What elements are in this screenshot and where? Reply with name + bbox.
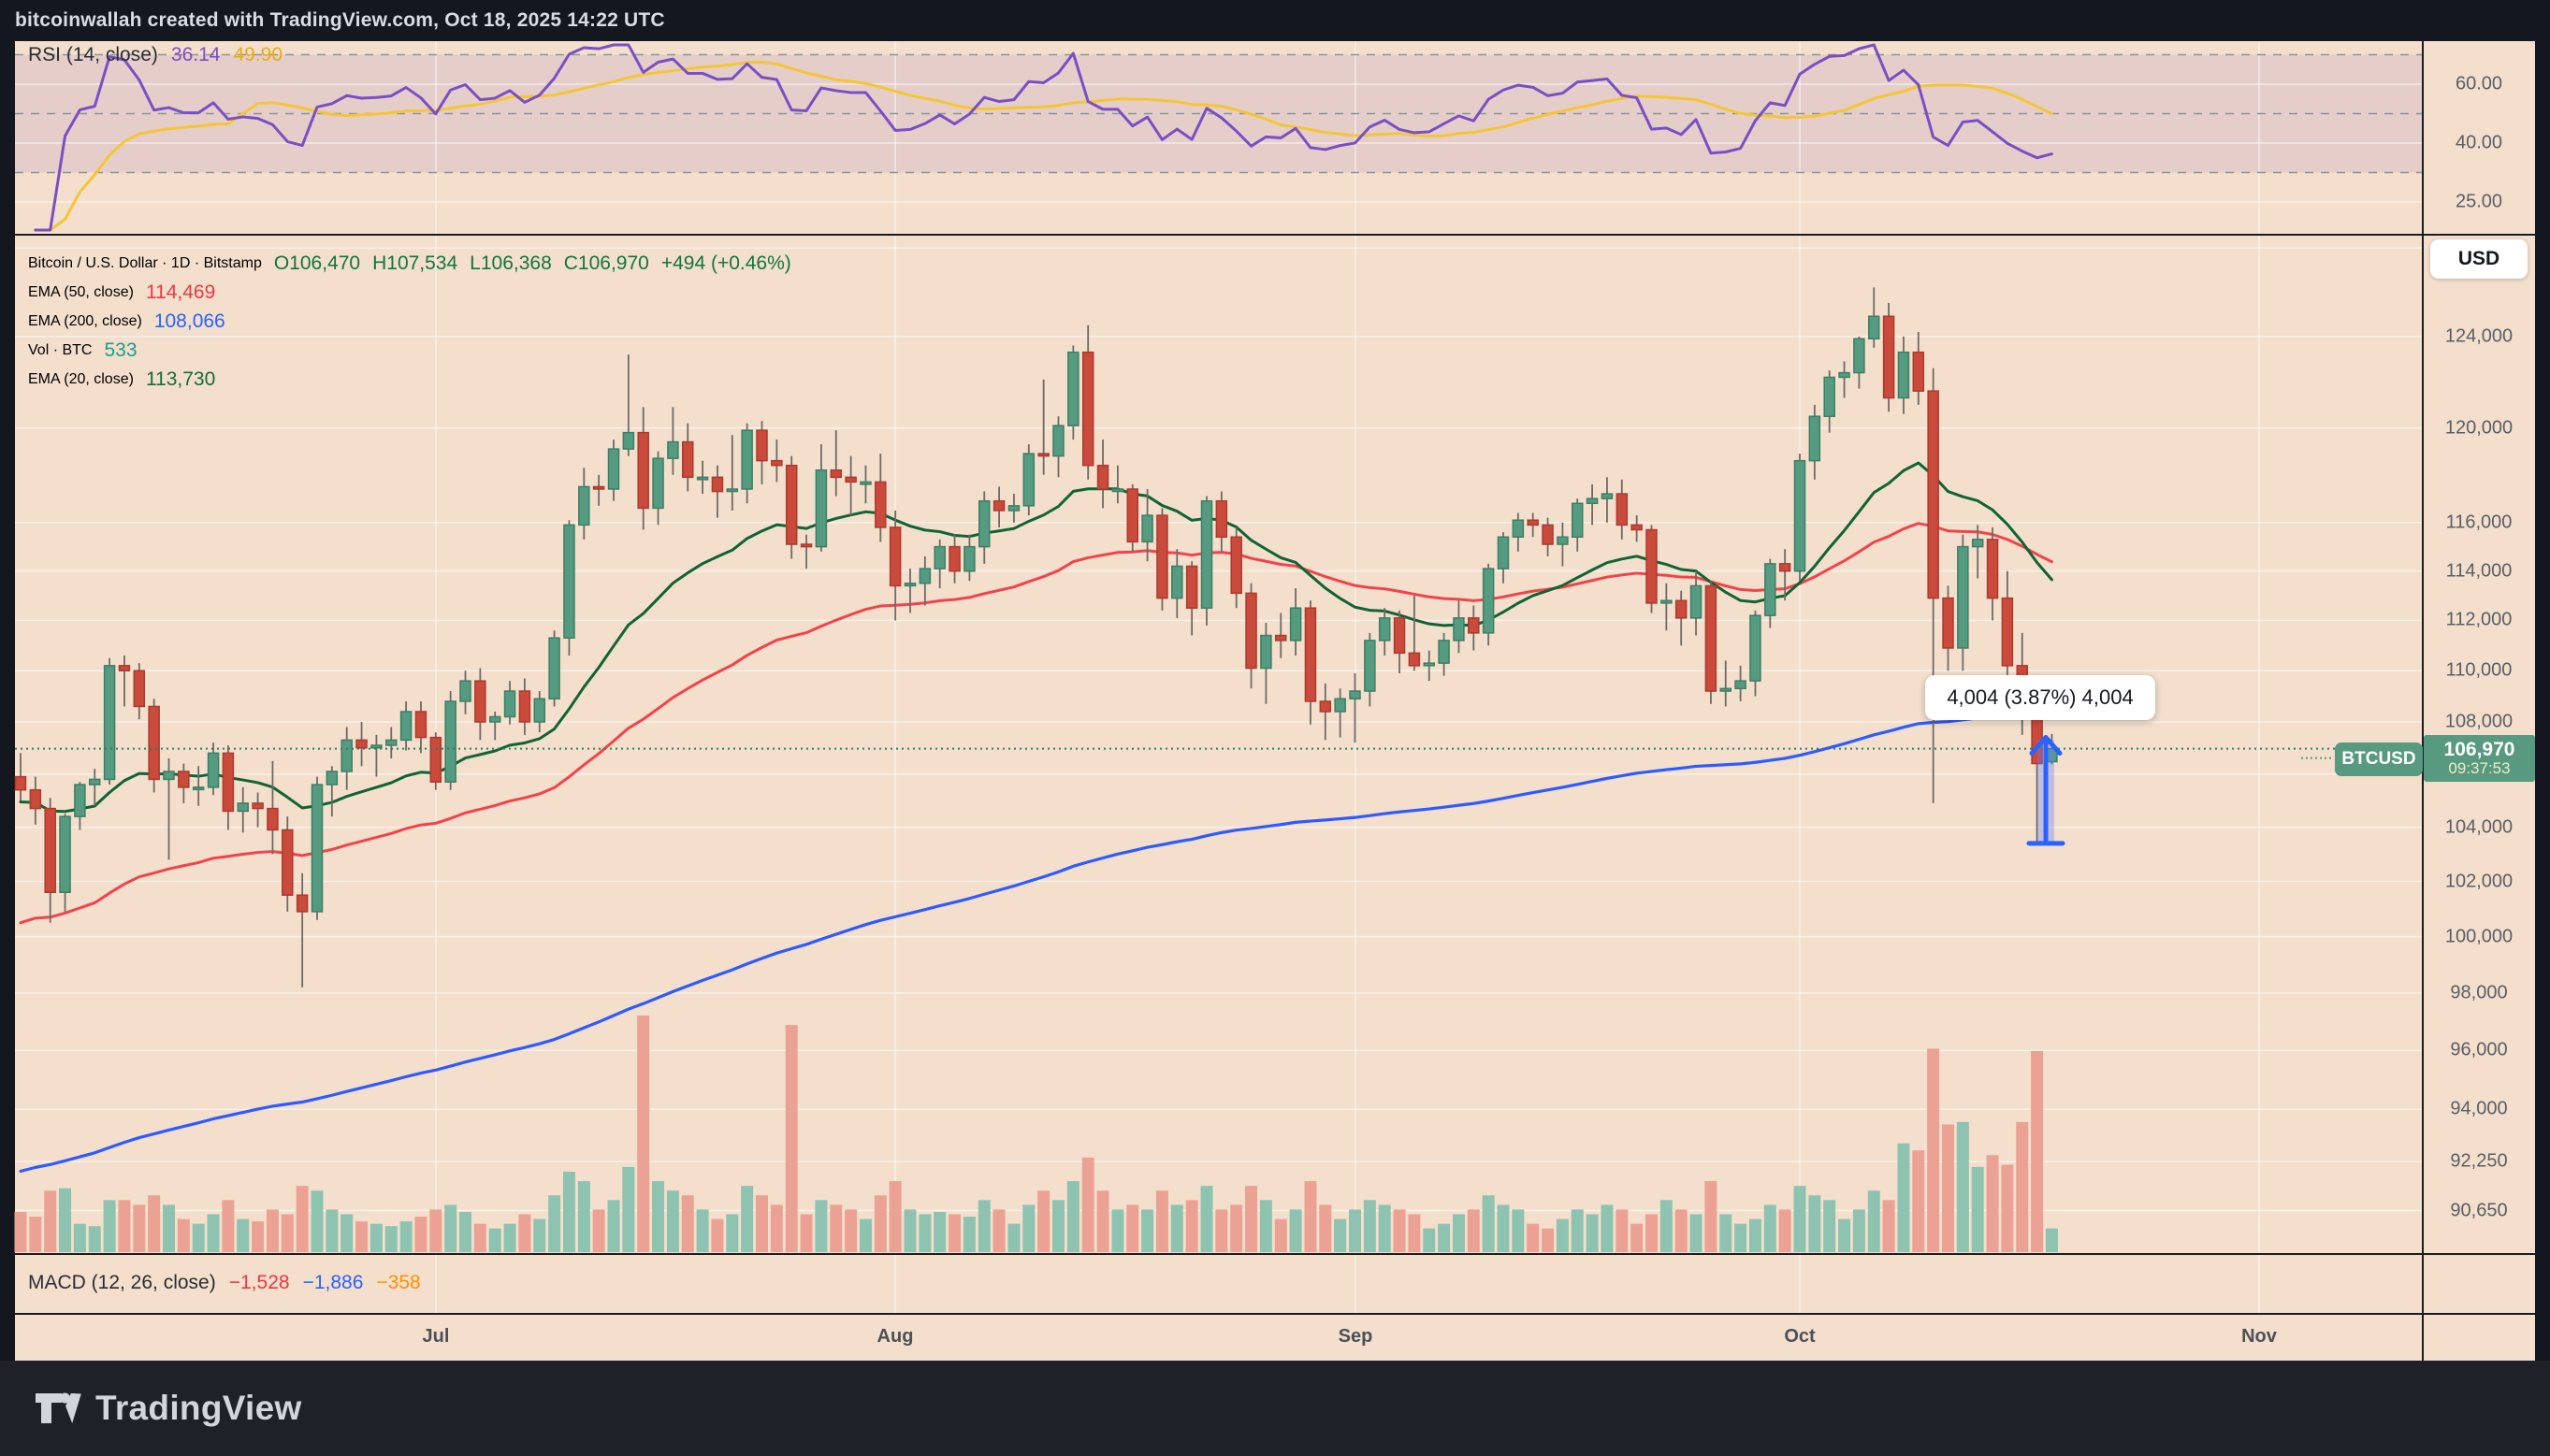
rsi-axis-label: 40.00	[2455, 132, 2503, 153]
ohlc-change: +494 (+0.46%)	[660, 252, 791, 274]
macd-label: MACD (12, 26, close)	[28, 1272, 216, 1293]
time-axis-label-nov: Nov	[2241, 1326, 2277, 1347]
time-axis-label-jul: Jul	[422, 1326, 450, 1347]
ohlc-close: C106,970	[563, 252, 649, 274]
currency-toggle-button[interactable]: USD	[2430, 239, 2528, 279]
rsi-axis-label: 60.00	[2455, 73, 2503, 94]
footer-brand-text: TradingView	[95, 1389, 302, 1427]
ema50-value: 114,469	[145, 281, 216, 303]
rsi-value: 36.14	[170, 44, 221, 65]
price-axis-label: 112,000	[2445, 609, 2513, 630]
price-axis-label: 90,650	[2450, 1200, 2508, 1220]
price-axis-label: 114,000	[2445, 560, 2513, 582]
price-axis-label: 102,000	[2444, 871, 2514, 892]
symbol-row[interactable]: Bitcoin / U.S. Dollar · 1D · Bitstamp O1…	[28, 252, 791, 275]
rsi-legend[interactable]: RSI (14, close) 36.14 49.90	[28, 43, 283, 67]
symbol-badge[interactable]: BTCUSD	[2335, 742, 2423, 776]
volume-value: 533	[104, 339, 138, 361]
bar-countdown: 09:37:53	[2448, 759, 2511, 778]
time-axis-label-oct: Oct	[1784, 1326, 1816, 1347]
ema20-label: EMA (20, close)	[28, 371, 134, 387]
ohlc-high: H107,534	[372, 252, 458, 274]
attribution-text: bitcoinwallah created with TradingView.c…	[15, 9, 665, 31]
macd-legend[interactable]: MACD (12, 26, close) −1,528 −1,886 −358	[28, 1271, 421, 1295]
ema200-value: 108,066	[153, 310, 225, 332]
price-axis-label: 108,000	[2444, 711, 2514, 732]
macd-histogram-value: −358	[376, 1272, 421, 1293]
attribution-bar: bitcoinwallah created with TradingView.c…	[0, 0, 2550, 41]
ohlc-low: L106,368	[470, 252, 552, 274]
price-axis-label: 98,000	[2450, 982, 2508, 1003]
price-axis-label: 94,000	[2450, 1098, 2508, 1119]
symbol-title: Bitcoin / U.S. Dollar · 1D · Bitstamp	[28, 255, 262, 271]
price-axis-label: 104,000	[2444, 816, 2514, 838]
price-axis-label: 92,250	[2450, 1150, 2508, 1172]
time-axis-label-sep: Sep	[1338, 1326, 1373, 1347]
rsi-axis-label: 25.00	[2455, 191, 2503, 212]
tradingview-logo[interactable]: TradingView	[34, 1388, 302, 1429]
price-axis-label: 96,000	[2450, 1039, 2508, 1060]
ema20-row[interactable]: EMA (20, close) 113,730	[28, 368, 215, 391]
rsi-legend-label: RSI (14, close)	[28, 44, 158, 65]
volume-label: Vol · BTC	[28, 342, 93, 358]
ema20-value: 113,730	[145, 368, 216, 390]
volume-row[interactable]: Vol · BTC 533	[28, 339, 138, 362]
main-legend: Bitcoin / U.S. Dollar · 1D · Bitstamp O1…	[28, 252, 791, 391]
rsi-ma-value: 49.90	[233, 44, 283, 65]
chart-panes-background	[15, 41, 2535, 1361]
last-price-tag: 106,970 09:37:53	[2424, 735, 2535, 782]
ohlc-open: O106,470	[273, 252, 361, 274]
ema200-label: EMA (200, close)	[28, 313, 142, 329]
price-axis-label: 120,000	[2444, 417, 2514, 439]
ema50-label: EMA (50, close)	[28, 284, 134, 300]
measure-tooltip: 4,004 (3.87%) 4,004	[1925, 675, 2155, 720]
ema50-row[interactable]: EMA (50, close) 114,469	[28, 281, 215, 304]
macd-signal-value: −1,886	[302, 1272, 364, 1293]
time-axis-label-aug: Aug	[877, 1326, 914, 1347]
price-axis-label: 110,000	[2445, 659, 2513, 681]
price-axis-label: 100,000	[2444, 926, 2514, 947]
macd-value: −1,528	[228, 1272, 290, 1293]
footer-bar: TradingView	[0, 1361, 2550, 1456]
last-price-value: 106,970	[2443, 739, 2515, 761]
ema200-row[interactable]: EMA (200, close) 108,066	[28, 310, 225, 333]
price-axis-label: 124,000	[2444, 325, 2514, 347]
price-axis-label: 116,000	[2445, 512, 2513, 533]
tradingview-logo-icon	[36, 1392, 81, 1423]
